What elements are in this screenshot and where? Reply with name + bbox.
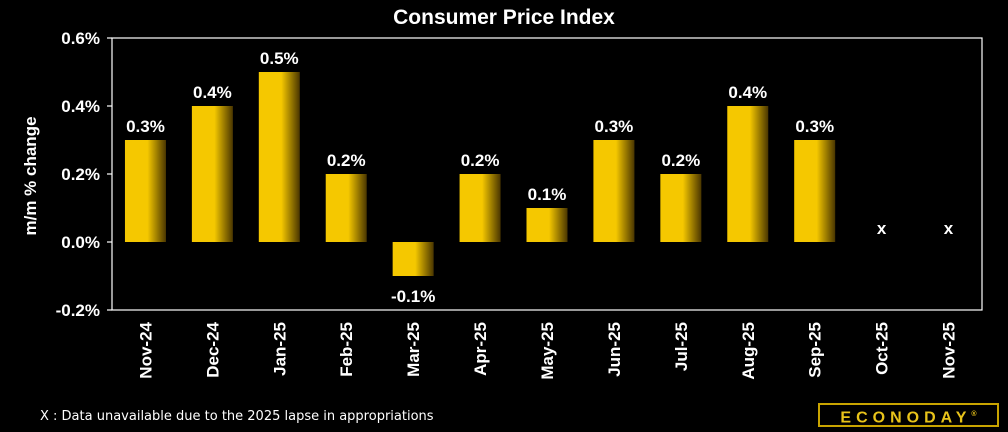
- x-tick-label-jul-25: Jul-25: [672, 322, 691, 371]
- data-label-may-25: 0.1%: [528, 185, 567, 204]
- x-tick-label-feb-25: Feb-25: [337, 322, 356, 377]
- data-label-jun-25: 0.3%: [595, 117, 634, 136]
- bar-mar-25: [392, 242, 434, 276]
- y-tick-label: -0.2%: [56, 301, 100, 320]
- data-label-jan-25: 0.5%: [260, 49, 299, 68]
- y-tick-label: 0.2%: [61, 165, 100, 184]
- bar-jun-25: [593, 140, 635, 242]
- y-axis-label: m/m % change: [21, 116, 40, 235]
- data-label-sep-25: 0.3%: [795, 117, 834, 136]
- bar-nov-24: [124, 140, 166, 242]
- bar-apr-25: [459, 174, 501, 242]
- x-tick-label-oct-25: Oct-25: [873, 322, 892, 375]
- data-label-aug-25: 0.4%: [728, 83, 767, 102]
- x-tick-label-may-25: May-25: [538, 322, 557, 380]
- bar-jul-25: [660, 174, 702, 242]
- data-label-oct-25: x: [877, 219, 887, 238]
- x-tick-label-apr-25: Apr-25: [471, 322, 490, 376]
- y-tick-label: 0.0%: [61, 233, 100, 252]
- bar-may-25: [526, 208, 568, 242]
- x-tick-label-jan-25: Jan-25: [270, 322, 289, 376]
- plot-area: [111, 37, 983, 311]
- data-label-apr-25: 0.2%: [461, 151, 500, 170]
- data-label-jul-25: 0.2%: [661, 151, 700, 170]
- footnote: X : Data unavailable due to the 2025 lap…: [40, 409, 434, 424]
- data-label-nov-25: x: [944, 219, 954, 238]
- data-label-dec-24: 0.4%: [193, 83, 232, 102]
- bar-aug-25: [727, 106, 769, 242]
- data-label-nov-24: 0.3%: [126, 117, 165, 136]
- x-tick-label-jun-25: Jun-25: [605, 322, 624, 377]
- econoday-logo: ECONODAY®: [818, 403, 999, 427]
- x-tick-label-nov-25: Nov-25: [940, 322, 959, 379]
- bar-dec-24: [191, 106, 233, 242]
- chart-title: Consumer Price Index: [393, 6, 615, 29]
- bar-feb-25: [325, 174, 367, 242]
- y-tick-label: 0.6%: [61, 29, 100, 48]
- bar-jan-25: [258, 72, 300, 242]
- bar-sep-25: [794, 140, 836, 242]
- data-label-feb-25: 0.2%: [327, 151, 366, 170]
- x-tick-label-nov-24: Nov-24: [136, 321, 155, 378]
- x-tick-label-sep-25: Sep-25: [806, 322, 825, 378]
- data-label-mar-25: -0.1%: [391, 287, 435, 306]
- x-tick-label-dec-24: Dec-24: [203, 321, 222, 377]
- x-tick-label-aug-25: Aug-25: [739, 322, 758, 380]
- x-tick-label-mar-25: Mar-25: [404, 322, 423, 377]
- y-tick-label: 0.4%: [61, 97, 100, 116]
